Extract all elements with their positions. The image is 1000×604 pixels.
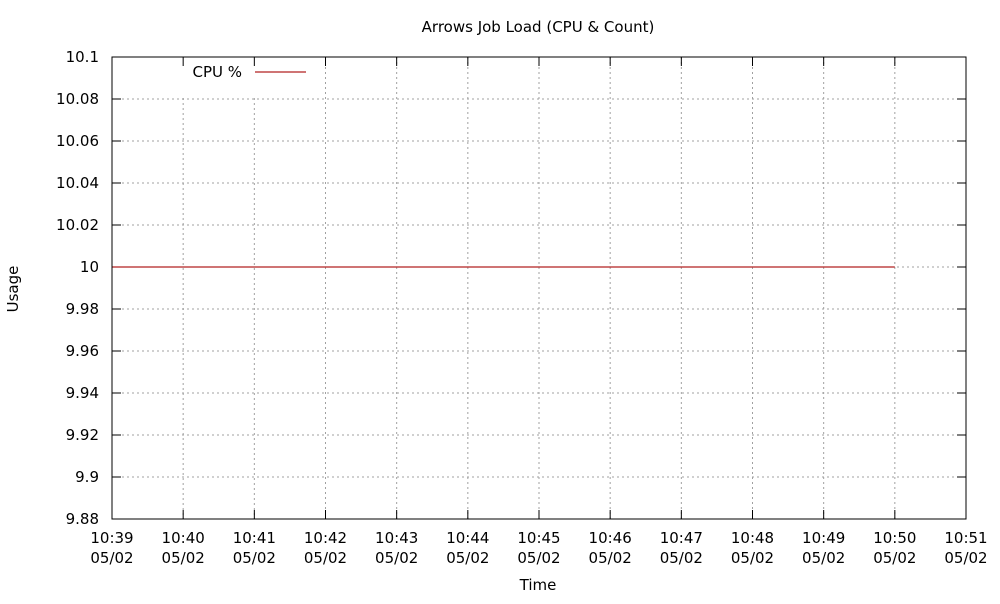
y-tick-label: 9.98 [66,300,99,318]
x-tick-label-date: 05/02 [873,549,916,567]
x-tick-label-time: 10:45 [517,529,560,547]
x-tick-label-time: 10:50 [873,529,916,547]
x-tick-label-time: 10:43 [375,529,418,547]
y-tick-label: 10.06 [56,132,99,150]
legend-label: CPU % [192,63,242,81]
x-tick-label-time: 10:39 [90,529,133,547]
y-tick-label: 9.88 [66,510,99,528]
y-axis-label: Usage [4,266,22,313]
y-tick-label: 9.92 [66,426,99,444]
x-axis-label: Time [519,576,557,594]
axis-ticks: 10.1 10.08 10.06 10.04 10.02 10 9.98 9.96 9.94 9.… [56,48,988,567]
x-tick-label-time: 10:40 [162,529,205,547]
chart-title: Arrows Job Load (CPU & Count) [422,18,655,36]
legend: CPU % [192,63,306,81]
x-tick-label-date: 05/02 [446,549,489,567]
x-tick-label-date: 05/02 [233,549,276,567]
y-tick-label: 10.02 [56,216,99,234]
x-tick-label-date: 05/02 [731,549,774,567]
x-tick-label-time: 10:49 [802,529,845,547]
y-tick-label: 10 [80,258,99,276]
x-tick-label-date: 05/02 [517,549,560,567]
x-tick-label-date: 05/02 [802,549,845,567]
x-tick-label-date: 05/02 [90,549,133,567]
x-tick-label-date: 05/02 [375,549,418,567]
y-tick-label: 10.1 [66,48,99,66]
x-tick-label-time: 10:47 [660,529,703,547]
x-tick-label-time: 10:46 [589,529,632,547]
y-tick-label: 9.94 [66,384,99,402]
y-tick-label: 10.08 [56,90,99,108]
x-tick-label-date: 05/02 [162,549,205,567]
x-tick-label-date: 05/02 [660,549,703,567]
grid-lines [112,57,966,519]
x-tick-label-time: 10:42 [304,529,347,547]
y-tick-label: 9.96 [66,342,99,360]
plot-frame [111,56,967,520]
x-tick-label-date: 05/02 [304,549,347,567]
x-tick-label-time: 10:48 [731,529,774,547]
x-tick-label-date: 05/02 [944,549,987,567]
y-tick-label: 9.9 [75,468,99,486]
y-tick-label: 10.04 [56,174,99,192]
x-tick-label-time: 10:44 [446,529,489,547]
x-tick-label-date: 05/02 [589,549,632,567]
x-tick-label-time: 10:41 [233,529,276,547]
x-tick-label-time: 10:51 [944,529,987,547]
